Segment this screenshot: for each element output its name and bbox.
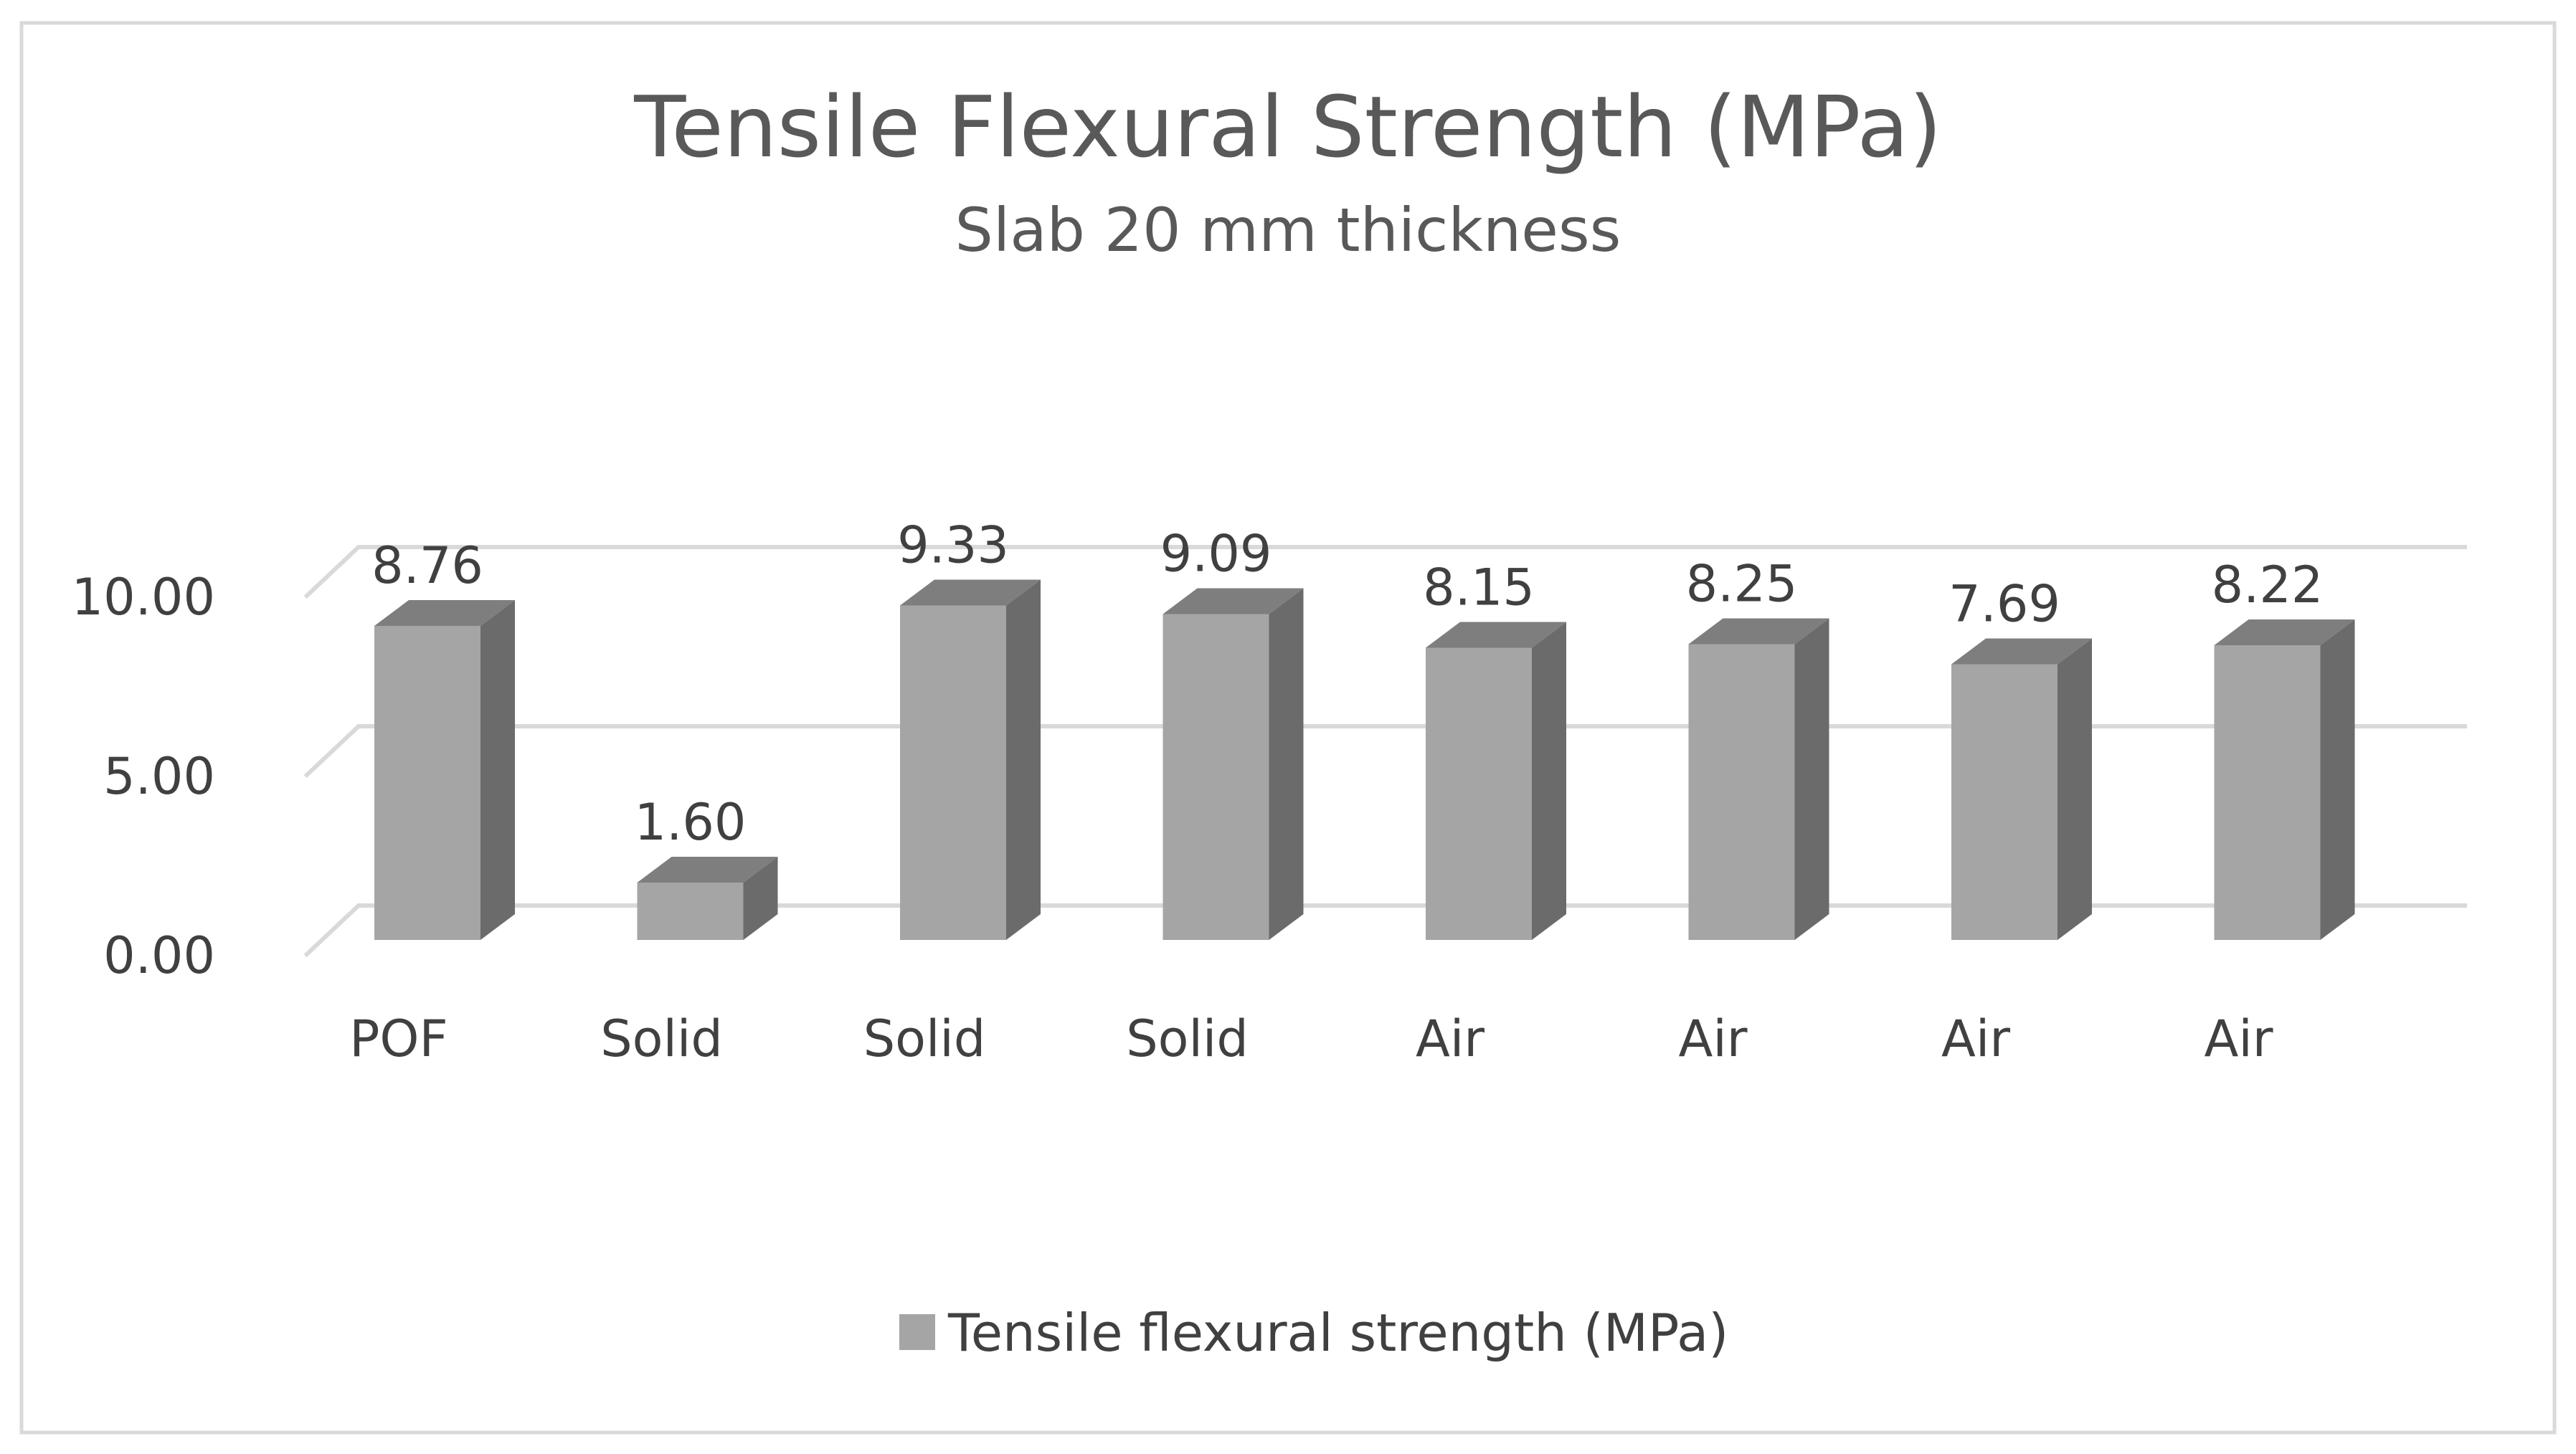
bar-front (1951, 664, 2058, 940)
x-category-label: Solid (1126, 1009, 1249, 1068)
data-label: 9.33 (897, 516, 1009, 575)
x-category-label: Solid (600, 1009, 723, 1068)
bar (1688, 618, 1829, 940)
bar-front (637, 883, 744, 940)
bars (374, 579, 2355, 940)
legend-swatch (899, 1314, 935, 1350)
bar-side (2058, 638, 2092, 940)
data-label: 8.76 (371, 536, 483, 595)
bar-front (1162, 614, 1269, 940)
data-label: 8.22 (2212, 556, 2324, 614)
bar-top (374, 600, 515, 626)
bar-front (374, 626, 480, 940)
bar-top (2214, 619, 2355, 645)
bar-side (2320, 619, 2355, 940)
y-tick-label: 0.00 (103, 926, 215, 985)
x-axis-categories: POF Solid Solid Solid Air Air Air Air (349, 1009, 2273, 1068)
gridline (303, 545, 2467, 599)
bar-side (480, 600, 515, 940)
data-label: 8.15 (1423, 559, 1535, 617)
chart-subtitle: Slab 20 mm thickness (955, 195, 1621, 265)
x-category-label: POF (349, 1009, 448, 1068)
bar (637, 857, 778, 940)
data-label: 8.25 (1686, 555, 1798, 614)
data-label: 1.60 (635, 793, 747, 852)
bar-side (743, 857, 778, 940)
bar-front (1426, 647, 1532, 940)
bar (374, 600, 515, 940)
y-tick-label: 5.00 (103, 747, 215, 806)
bar-top (1426, 622, 1566, 648)
bar (1426, 622, 1566, 940)
x-category-label: Air (1678, 1009, 1747, 1068)
legend-label: Tensile flexural strength (MPa) (947, 1303, 1728, 1363)
data-label: 7.69 (1948, 575, 2060, 634)
bar-side (1269, 588, 1304, 940)
x-category-label: Air (1941, 1009, 2010, 1068)
bar-top (1162, 588, 1304, 614)
data-label: 9.09 (1160, 525, 1272, 584)
bar-top (900, 579, 1041, 606)
y-tick-label: 10.00 (72, 568, 215, 627)
bar-top (1951, 638, 2092, 665)
bar-front (2214, 645, 2321, 940)
bar (900, 579, 1041, 940)
bar (2214, 619, 2355, 940)
bar (1951, 638, 2092, 940)
bar-top (637, 857, 778, 883)
x-category-label: Air (1416, 1009, 1484, 1068)
chart-title: Tensile Flexural Strength (MPa) (633, 77, 1941, 176)
bar-side (1794, 618, 1829, 940)
bar-front (900, 605, 1006, 940)
data-labels: 8.76 1.60 9.33 9.09 8.15 8.25 7.69 8.22 (371, 516, 2323, 852)
legend: Tensile flexural strength (MPa) (899, 1303, 1728, 1363)
y-axis-ticks: 0.00 5.00 10.00 (72, 568, 215, 985)
bar-top (1688, 618, 1829, 645)
x-category-label: Solid (863, 1009, 986, 1068)
bar-side (1006, 579, 1041, 940)
bar (1162, 588, 1304, 940)
bar-front (1688, 644, 1795, 940)
bar-side (1532, 622, 1566, 940)
x-category-label: Air (2204, 1009, 2273, 1068)
